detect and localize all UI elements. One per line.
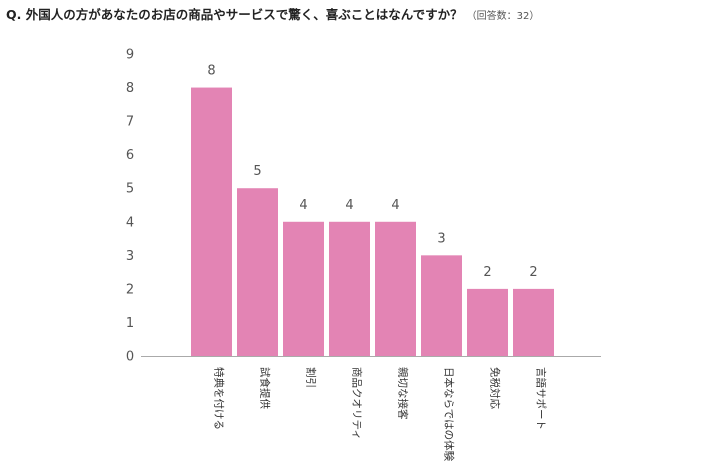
chart-subtitle: （回答数：32） [466,11,540,22]
bar-value-label: 4 [299,198,307,213]
bar-value-label: 2 [483,265,491,280]
bar-value-label: 5 [253,164,261,179]
y-axis-ticks: 0 1 2 3 4 5 6 7 8 9 [126,48,134,365]
bar [421,255,462,356]
category-label: 特典を付ける [213,367,226,430]
y-tick-label: 4 [126,215,134,230]
bar [191,87,232,357]
bar-value-label: 4 [345,198,353,213]
chart-title-text: Q. 外国人の方があなたのお店の商品やサービスで驚く、喜ぶことはなんですか？ [6,7,463,22]
bar-value-label: 8 [207,64,215,79]
bar [237,188,278,356]
y-tick-label: 2 [126,282,134,297]
bar [283,221,324,356]
bars-group [191,87,554,357]
y-tick-label: 8 [126,81,134,96]
y-tick-label: 0 [126,350,134,365]
y-tick-label: 5 [126,182,134,197]
bar [467,288,508,356]
chart-title: Q. 外国人の方があなたのお店の商品やサービスで驚く、喜ぶことはなんですか？ （回… [6,5,721,26]
bar-value-label: 3 [437,231,445,246]
y-tick-label: 6 [126,148,134,163]
y-tick-label: 9 [126,48,134,63]
y-tick-label: 1 [126,316,134,331]
bar [375,221,416,356]
category-label: 親切な接客 [397,367,410,420]
category-label: 商品クオリティ [351,367,364,440]
category-label: 日本ならではの体験 [443,367,456,462]
y-tick-label: 7 [126,115,134,130]
bar [513,288,554,356]
category-label: 免税対応 [489,367,502,409]
category-label: 言語サポート [535,367,548,430]
bar [329,221,370,356]
category-label: 試食提供 [259,367,272,409]
y-tick-label: 3 [126,249,134,264]
bar-value-label: 4 [391,198,399,213]
data-labels-group: 8 5 4 4 4 3 2 2 [207,64,537,280]
bar-value-label: 2 [529,265,537,280]
category-labels-group: 特典を付ける 試食提供 割引 商品クオリティ 親切な接客 日本ならではの体験 免税対応 言語サ… [213,367,548,462]
category-label: 割引 [305,367,318,388]
